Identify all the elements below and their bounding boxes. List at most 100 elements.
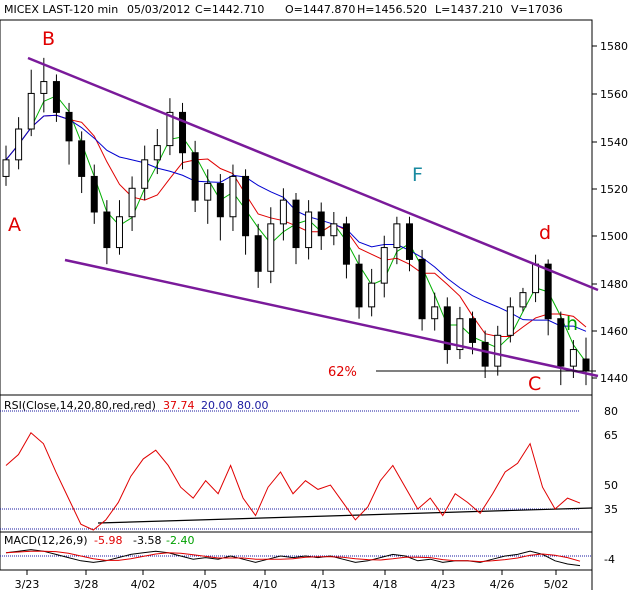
wave-label-b: B bbox=[42, 28, 55, 50]
price-axis: 1580 1560 1540 1520 1500 1480 1460 1440 bbox=[592, 40, 628, 385]
date-label: 4/05 bbox=[193, 578, 218, 591]
rsi-high: 80.00 bbox=[237, 399, 269, 412]
date-label: 4/10 bbox=[253, 578, 278, 591]
candle bbox=[544, 259, 552, 336]
macd-header: MACD(12,26,9) -5.98 -3.58 -2.40 bbox=[4, 534, 194, 547]
date-tick: 4/18 bbox=[373, 570, 397, 591]
candle bbox=[52, 74, 60, 122]
rsi-line bbox=[5, 432, 581, 531]
price-tick: 1580 bbox=[592, 40, 628, 53]
candle bbox=[267, 207, 275, 284]
candle-body bbox=[166, 111, 174, 147]
price-tick: 1480 bbox=[592, 278, 628, 291]
price-tick: 1520 bbox=[592, 183, 628, 196]
header-close: C=1442.710 bbox=[195, 3, 264, 16]
candle-body bbox=[216, 183, 224, 218]
candle-body bbox=[380, 247, 388, 284]
wave-label-f: F bbox=[412, 164, 423, 186]
fib-62-label: 62% bbox=[328, 365, 357, 380]
price-tick: 1560 bbox=[592, 88, 628, 101]
rsi-axis-35: 35 bbox=[604, 503, 618, 516]
candle bbox=[317, 202, 325, 250]
candle-body bbox=[2, 159, 10, 177]
macd-value-1: -5.98 bbox=[94, 534, 122, 547]
candle-body bbox=[78, 140, 86, 177]
date-tick: 4/13 bbox=[311, 570, 336, 591]
price-tick: 1460 bbox=[592, 325, 628, 338]
date-label: 4/13 bbox=[311, 578, 336, 591]
candle bbox=[582, 337, 590, 386]
candle-body bbox=[506, 306, 514, 336]
candle bbox=[481, 330, 489, 378]
date-label: 3/23 bbox=[15, 578, 40, 591]
rsi-low: 20.00 bbox=[201, 399, 233, 412]
candle bbox=[141, 145, 149, 201]
date-tick: 3/23 bbox=[15, 570, 40, 591]
candle bbox=[27, 69, 35, 137]
candle bbox=[292, 193, 300, 265]
candle-body bbox=[443, 306, 451, 351]
candle bbox=[469, 311, 477, 355]
candle-body bbox=[267, 223, 275, 272]
candle-body bbox=[179, 111, 187, 154]
price-label-1460: 1460 bbox=[600, 325, 628, 338]
date-tick: 4/05 bbox=[193, 570, 218, 591]
candle-body bbox=[431, 306, 439, 320]
date-tick: 4/02 bbox=[131, 570, 155, 591]
candle bbox=[103, 200, 111, 265]
macd-label: MACD(12,26,9) bbox=[4, 534, 88, 547]
date-label: 3/28 bbox=[74, 578, 99, 591]
candle-body bbox=[103, 211, 111, 249]
candle bbox=[90, 164, 98, 224]
price-tick: 1440 bbox=[592, 372, 628, 385]
price-tick: 1540 bbox=[592, 136, 628, 149]
rsi-axis-80: 80 bbox=[604, 405, 618, 418]
candle bbox=[216, 174, 224, 241]
macd-value-3: -2.40 bbox=[166, 534, 194, 547]
candle bbox=[506, 297, 514, 343]
header-low: L=1437.210 bbox=[435, 3, 503, 16]
candle-body bbox=[355, 263, 363, 308]
candle-body bbox=[368, 282, 376, 308]
candle-body bbox=[544, 263, 552, 320]
candle-body bbox=[15, 128, 23, 161]
candle-body bbox=[204, 183, 212, 201]
price-tick: 1500 bbox=[592, 230, 628, 243]
candle-body bbox=[582, 358, 590, 372]
candle bbox=[204, 169, 212, 224]
candle bbox=[305, 200, 313, 260]
candle-body bbox=[141, 159, 149, 189]
candle bbox=[229, 164, 237, 231]
lower-trendline bbox=[64, 258, 599, 378]
price-label-1560: 1560 bbox=[600, 88, 628, 101]
price-label-1540: 1540 bbox=[600, 136, 628, 149]
date-label: 5/02 bbox=[544, 578, 569, 591]
wave-label-d: d bbox=[539, 222, 551, 244]
date-axis: 3/23 3/28 4/02 4/05 4/10 4/13 4/18 4/23 4/26 5/02 bbox=[15, 570, 569, 591]
candle-body bbox=[532, 263, 540, 294]
candle bbox=[115, 200, 123, 255]
candle bbox=[368, 268, 376, 317]
candle-body bbox=[317, 211, 325, 237]
macd-series bbox=[0, 549, 592, 567]
wave-label-c: C bbox=[528, 373, 541, 395]
candle-body bbox=[393, 223, 401, 249]
wave-label-h: h bbox=[566, 313, 578, 335]
date-tick: 4/26 bbox=[490, 570, 514, 591]
candle bbox=[242, 169, 250, 255]
rsi-header: RSI(Close,14,20,80,red,red) 37.74 20.00 … bbox=[4, 399, 269, 412]
candle-body bbox=[128, 187, 136, 218]
candle bbox=[15, 117, 23, 170]
candle bbox=[2, 145, 10, 186]
candle-body bbox=[418, 258, 426, 320]
candle bbox=[532, 254, 540, 303]
candle-body bbox=[229, 175, 237, 218]
rsi-panel-frame bbox=[0, 394, 593, 533]
candle bbox=[380, 235, 388, 298]
price-label-1480: 1480 bbox=[600, 278, 628, 291]
candle bbox=[78, 131, 86, 194]
date-tick: 4/10 bbox=[253, 570, 278, 591]
candle bbox=[557, 311, 565, 386]
price-label-1440: 1440 bbox=[600, 372, 628, 385]
